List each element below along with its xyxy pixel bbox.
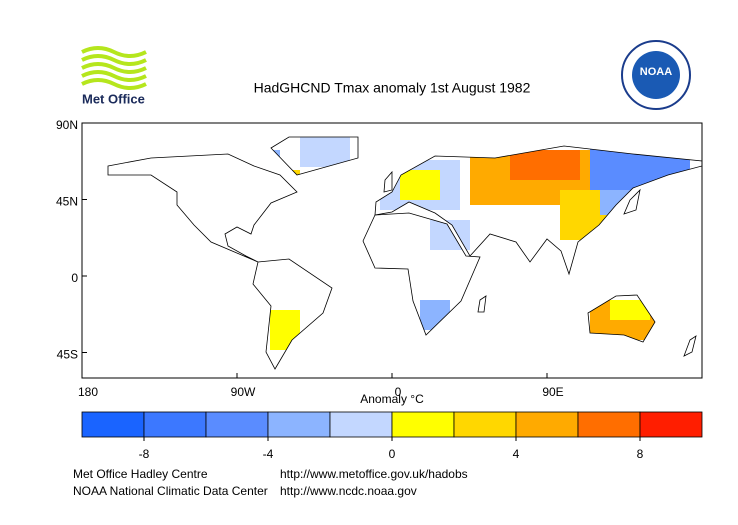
colorbar-swatch xyxy=(391,411,455,438)
colorbar-label: Anomaly °C xyxy=(360,392,424,406)
logo-waves xyxy=(81,46,147,90)
logo-text: NOAA xyxy=(640,66,672,78)
x-tick-label: 180 xyxy=(78,385,98,399)
credit-text: NOAA National Climatic Data Center xyxy=(73,484,268,498)
y-tick-label: 45N xyxy=(56,195,78,209)
colorbar-tick-label: -4 xyxy=(263,447,274,461)
y-tick-label: 45S xyxy=(57,348,78,362)
colorbar-tick-label: 0 xyxy=(389,447,396,461)
x-tick-label: 90E xyxy=(542,385,563,399)
colorbar-tick-label: 8 xyxy=(637,447,644,461)
credit-text: http://www.metoffice.gov.uk/hadobs xyxy=(280,467,468,481)
coastlines xyxy=(107,136,703,370)
credit-text: http://www.ncdc.noaa.gov xyxy=(280,484,417,498)
colorbar-swatch xyxy=(453,411,517,438)
colorbar-tick-label: 4 xyxy=(513,447,520,461)
map-title: HadGHCND Tmax anomaly 1st August 1982 xyxy=(254,80,531,96)
colorbar-swatch xyxy=(205,411,269,438)
colorbar-swatch xyxy=(81,411,145,438)
credit-text: Met Office Hadley Centre xyxy=(73,467,208,481)
colorbar-tick-label: -8 xyxy=(139,447,150,461)
colorbar-swatch xyxy=(577,411,641,438)
y-tick-label: 90N xyxy=(56,118,78,132)
colorbar-swatch xyxy=(639,411,703,438)
colorbar-swatch xyxy=(515,411,579,438)
x-tick-label: 0 xyxy=(395,385,402,399)
logo-text: Met Office xyxy=(82,91,145,106)
y-tick-label: 0 xyxy=(71,271,78,285)
logo-disc xyxy=(632,51,680,99)
noaa-logo: NOAA xyxy=(621,40,691,110)
colorbar-swatch xyxy=(143,411,207,438)
x-tick-label: 90W xyxy=(231,385,256,399)
met-office-logo: Met Office xyxy=(81,46,147,106)
colorbar-swatch xyxy=(329,411,393,438)
colorbar-swatch xyxy=(267,411,331,438)
